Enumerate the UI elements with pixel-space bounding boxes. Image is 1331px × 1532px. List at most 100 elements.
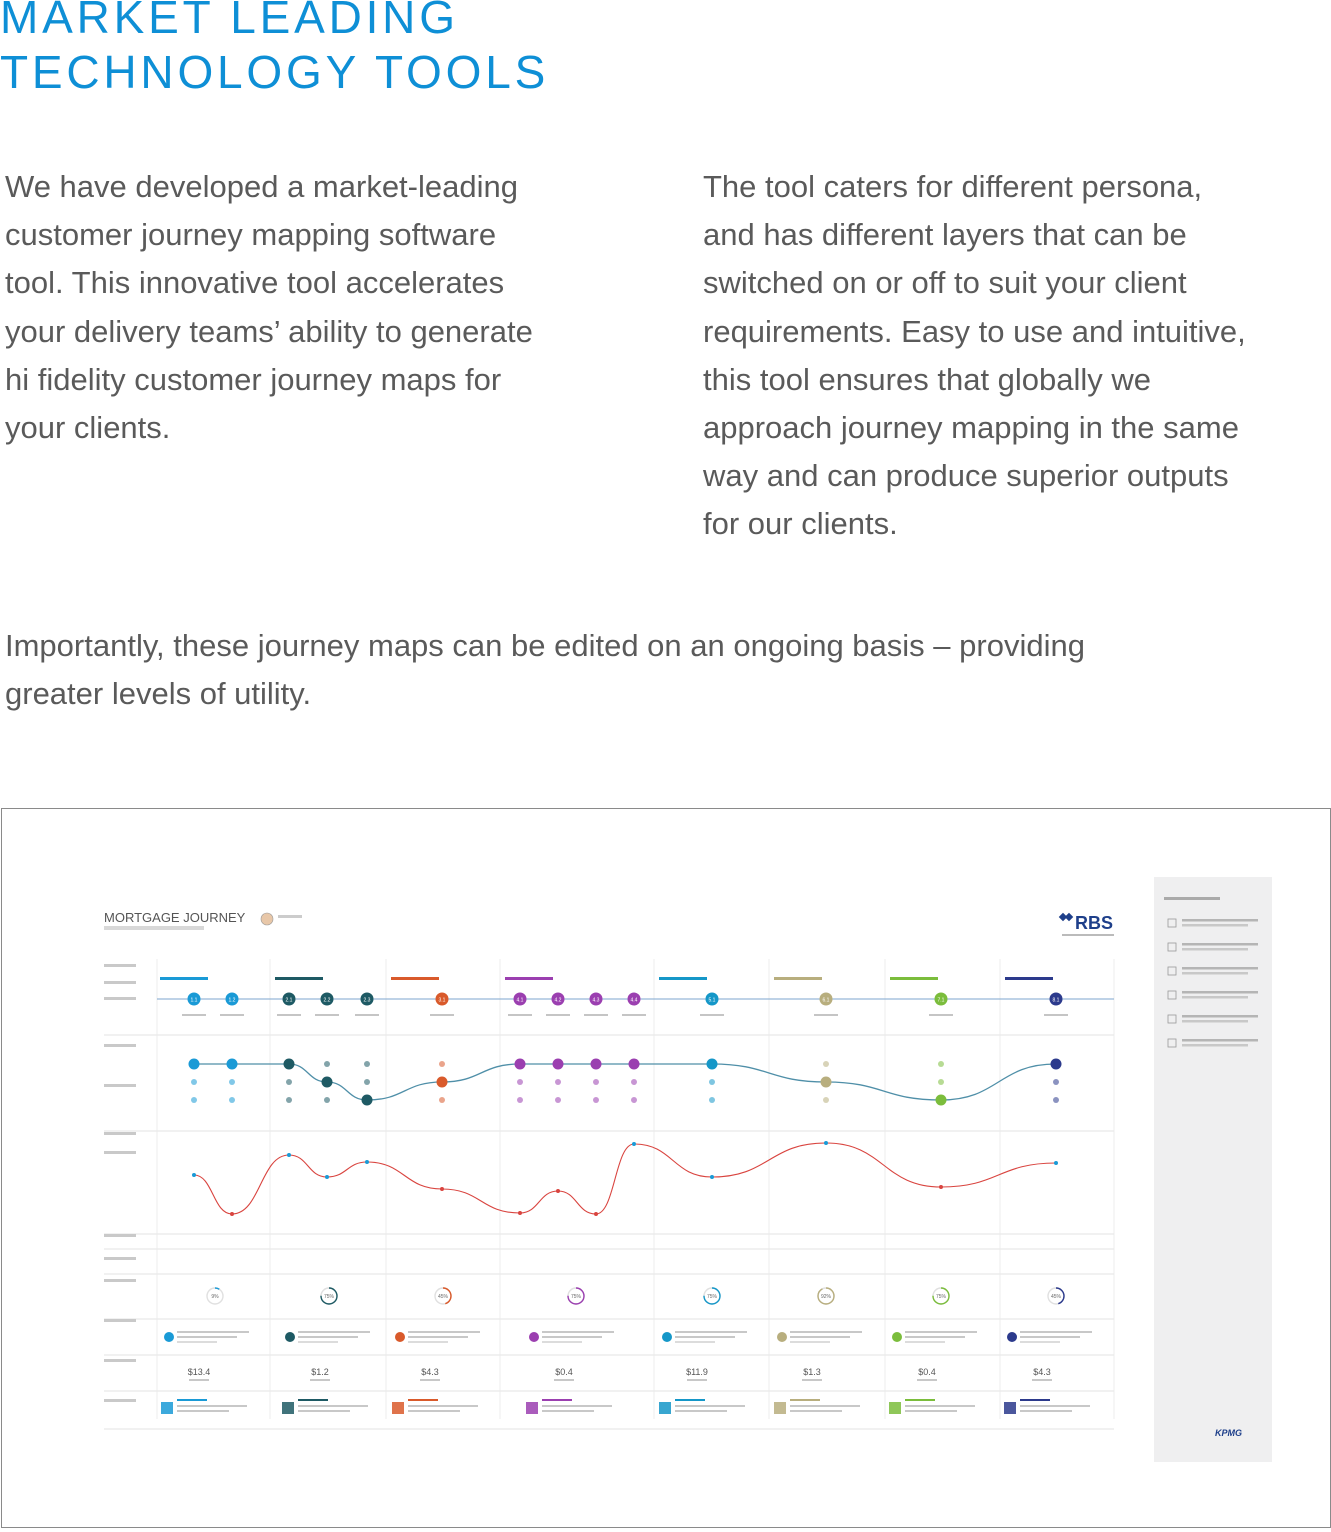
side-panel-text-placeholder bbox=[1182, 924, 1248, 927]
value-amount: $1.3 bbox=[803, 1367, 821, 1377]
channel-dot bbox=[191, 1097, 197, 1103]
step-node-label: 6.1 bbox=[823, 998, 830, 1004]
emotion-point bbox=[192, 1173, 196, 1177]
step-node-label: 8.1 bbox=[1053, 998, 1060, 1004]
side-panel-checkbox bbox=[1167, 1038, 1177, 1048]
channel-dot bbox=[324, 1061, 330, 1067]
side-panel-text-placeholder bbox=[1182, 996, 1248, 999]
side-panel-title-placeholder bbox=[1164, 897, 1220, 900]
comment-avatar bbox=[777, 1332, 787, 1342]
insight-icon bbox=[161, 1402, 173, 1414]
stage-label-bar bbox=[160, 977, 208, 980]
step-node bbox=[819, 992, 833, 1006]
step-caption-placeholder bbox=[700, 1014, 724, 1016]
side-panel-text-placeholder bbox=[1182, 919, 1258, 922]
gauge-label: 75% bbox=[571, 1294, 582, 1300]
step-caption-placeholder bbox=[508, 1014, 532, 1016]
row-label-placeholder bbox=[104, 1399, 136, 1402]
value-amount: $13.4 bbox=[188, 1367, 211, 1377]
side-panel-text-placeholder bbox=[1182, 967, 1258, 970]
value-caption-placeholder bbox=[420, 1379, 440, 1381]
value-caption-placeholder bbox=[554, 1379, 574, 1381]
persona-avatar bbox=[260, 912, 274, 926]
emotion-point bbox=[556, 1189, 560, 1193]
step-caption-placeholder bbox=[315, 1014, 339, 1016]
map-subtitle-placeholder bbox=[104, 926, 204, 930]
gauge-label: 45% bbox=[438, 1294, 449, 1300]
text-line: Importantly, these journey maps can be e… bbox=[5, 628, 1085, 663]
insight-text-placeholder bbox=[177, 1405, 247, 1407]
value-amount: $11.9 bbox=[686, 1367, 708, 1377]
comment-text-placeholder bbox=[790, 1331, 862, 1333]
comment-text-placeholder bbox=[298, 1331, 370, 1333]
value-caption-placeholder bbox=[802, 1379, 822, 1381]
text-line: your clients. bbox=[5, 410, 171, 446]
gauge-arc bbox=[206, 1287, 224, 1305]
channel-dot bbox=[593, 1079, 599, 1085]
text-line: this tool ensures that globally we bbox=[703, 361, 1152, 397]
emotion-point bbox=[365, 1160, 369, 1164]
channel-dot-active bbox=[1050, 1058, 1062, 1070]
emotion-point bbox=[287, 1153, 291, 1157]
emotion-point bbox=[594, 1212, 598, 1216]
step-node bbox=[589, 992, 603, 1006]
side-panel-checkbox bbox=[1167, 1014, 1177, 1024]
gauge-arc bbox=[703, 1287, 721, 1305]
journey-map-canvas: MORTGAGE JOURNEY RBS KPMG 1.1 1.2 2.1 2.2 2.… bbox=[104, 877, 1272, 1462]
comment-avatar bbox=[529, 1332, 539, 1342]
comment-avatar bbox=[164, 1332, 174, 1342]
comment-avatar bbox=[285, 1332, 295, 1342]
map-title: MORTGAGE JOURNEY bbox=[104, 910, 246, 925]
row-label-placeholder bbox=[104, 1279, 136, 1282]
value-caption-placeholder bbox=[917, 1379, 937, 1381]
channel-dot bbox=[229, 1079, 235, 1085]
step-caption-placeholder bbox=[277, 1014, 301, 1016]
insight-icon bbox=[889, 1402, 901, 1414]
step-node bbox=[1049, 992, 1063, 1006]
insight-text-placeholder bbox=[790, 1410, 842, 1412]
insight-text-placeholder bbox=[1020, 1410, 1072, 1412]
channel-dot bbox=[364, 1079, 370, 1085]
text-line: way and can produce superior outputs bbox=[703, 458, 1229, 494]
insight-icon bbox=[392, 1402, 404, 1414]
channel-dot bbox=[1053, 1097, 1059, 1103]
insight-title-bar bbox=[790, 1399, 820, 1401]
step-caption-placeholder bbox=[355, 1014, 379, 1016]
channel-dot-active bbox=[706, 1058, 718, 1070]
insight-icon bbox=[1004, 1402, 1016, 1414]
row-label-placeholder bbox=[104, 1151, 136, 1154]
channel-dot bbox=[631, 1079, 637, 1085]
step-node bbox=[627, 992, 641, 1006]
comment-text-placeholder bbox=[408, 1331, 480, 1333]
step-node bbox=[435, 992, 449, 1006]
insight-title-bar bbox=[177, 1399, 207, 1401]
channel-dot bbox=[593, 1097, 599, 1103]
step-node bbox=[320, 992, 334, 1006]
emotion-point bbox=[939, 1185, 943, 1189]
side-panel-checkbox bbox=[1167, 990, 1177, 1000]
side-panel-checkbox bbox=[1167, 966, 1177, 976]
journey-map-screenshot: MORTGAGE JOURNEY RBS KPMG 1.1 1.2 2.1 2.2 2.… bbox=[1, 808, 1331, 1528]
stage-label-bar bbox=[659, 977, 707, 980]
step-caption-placeholder bbox=[584, 1014, 608, 1016]
side-panel-text-placeholder bbox=[1182, 1039, 1258, 1042]
channel-dot bbox=[823, 1061, 829, 1067]
step-node bbox=[705, 992, 719, 1006]
step-node-label: 2.2 bbox=[324, 998, 331, 1004]
step-node-label: 4.2 bbox=[555, 998, 562, 1004]
insight-text-placeholder bbox=[1020, 1405, 1090, 1407]
comment-text-placeholder bbox=[298, 1341, 338, 1343]
gauge-arc bbox=[567, 1287, 585, 1305]
step-caption-placeholder bbox=[430, 1014, 454, 1016]
step-node-label: 1.2 bbox=[229, 998, 236, 1004]
gauge-label: 9% bbox=[211, 1294, 219, 1300]
text-line: customer journey mapping software bbox=[5, 217, 497, 253]
insight-title-bar bbox=[905, 1399, 935, 1401]
insight-text-placeholder bbox=[675, 1410, 727, 1412]
side-panel-text-placeholder bbox=[1182, 943, 1258, 946]
rbs-wordmark: RBS bbox=[1075, 913, 1113, 933]
gauge-arc bbox=[932, 1287, 950, 1305]
comment-text-placeholder bbox=[790, 1341, 830, 1343]
insight-icon bbox=[282, 1402, 294, 1414]
text-line: tool. This innovative tool accelerates bbox=[5, 265, 505, 301]
